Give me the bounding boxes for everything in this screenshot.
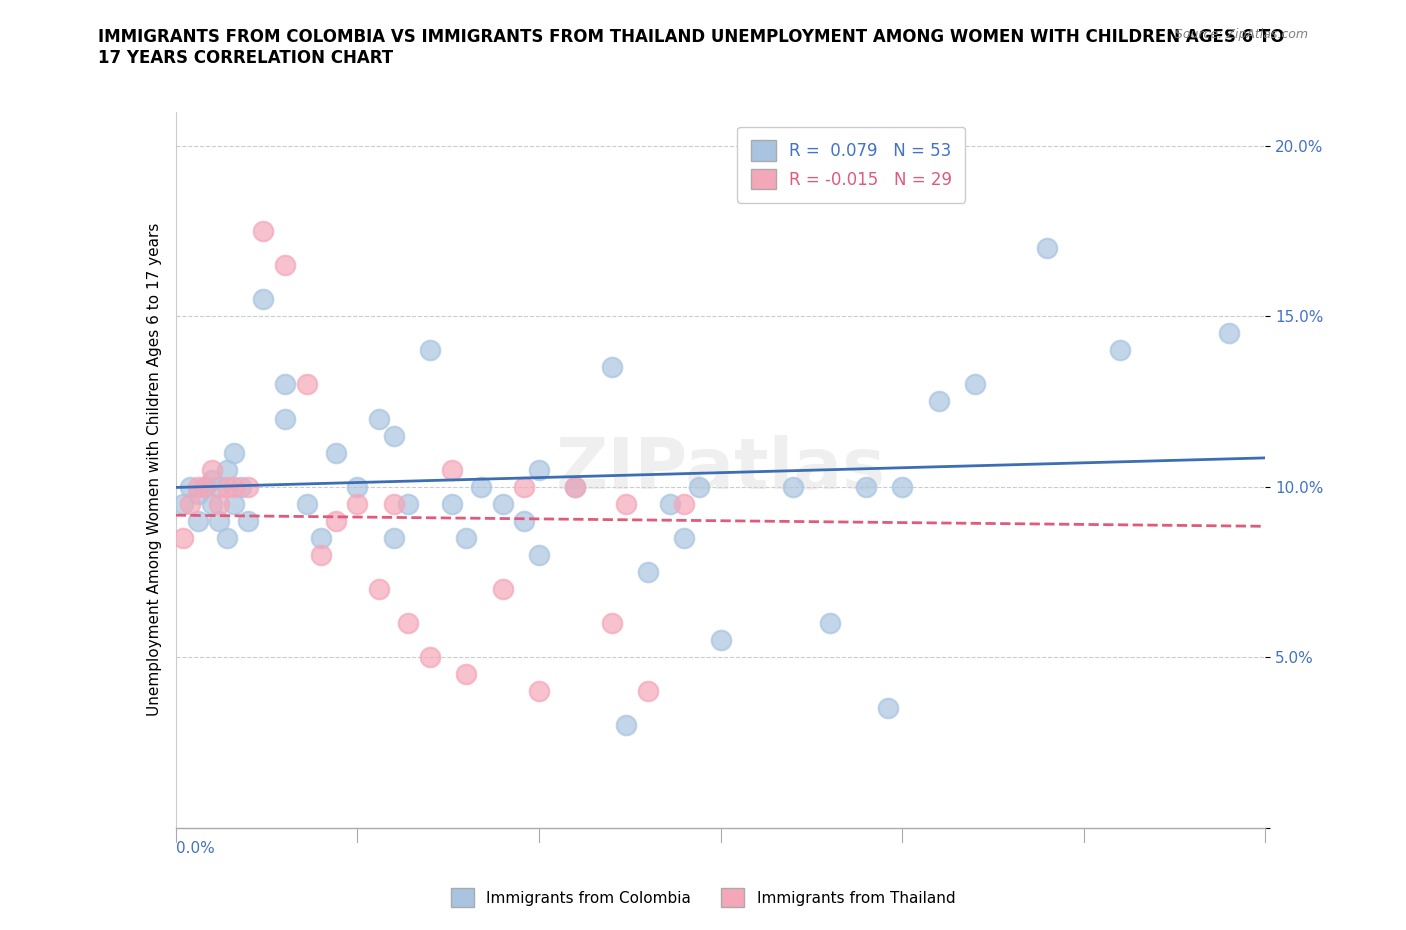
Point <box>274 377 297 392</box>
Point <box>208 513 231 528</box>
Point <box>215 462 238 477</box>
Point <box>325 445 347 460</box>
Point <box>325 513 347 528</box>
Point <box>673 530 696 545</box>
Point <box>396 616 419 631</box>
Point <box>396 497 419 512</box>
Point <box>172 530 194 545</box>
Point <box>231 479 253 494</box>
Y-axis label: Unemployment Among Women with Children Ages 6 to 17 years: Unemployment Among Women with Children A… <box>146 223 162 716</box>
Point <box>710 632 733 647</box>
Point <box>855 479 877 494</box>
Point <box>637 684 659 698</box>
Point <box>215 479 238 494</box>
Point <box>564 479 586 494</box>
Point <box>201 472 224 487</box>
Point <box>440 497 463 512</box>
Point <box>1218 326 1240 340</box>
Point <box>419 343 441 358</box>
Point <box>456 530 478 545</box>
Text: 0.0%: 0.0% <box>176 841 215 856</box>
Point <box>368 411 391 426</box>
Text: Source: ZipAtlas.com: Source: ZipAtlas.com <box>1174 28 1308 41</box>
Text: ZIPatlas: ZIPatlas <box>555 435 886 504</box>
Point <box>222 445 245 460</box>
Point <box>186 479 209 494</box>
Point <box>186 513 209 528</box>
Legend: R =  0.079   N = 53, R = -0.015   N = 29: R = 0.079 N = 53, R = -0.015 N = 29 <box>737 127 966 203</box>
Point <box>252 223 274 238</box>
Point <box>637 565 659 579</box>
Point <box>492 497 515 512</box>
Point <box>1109 343 1132 358</box>
Point <box>309 530 332 545</box>
Point <box>456 667 478 682</box>
Point <box>513 513 536 528</box>
Point <box>346 479 368 494</box>
Point <box>419 650 441 665</box>
Text: IMMIGRANTS FROM COLOMBIA VS IMMIGRANTS FROM THAILAND UNEMPLOYMENT AMONG WOMEN WI: IMMIGRANTS FROM COLOMBIA VS IMMIGRANTS F… <box>98 28 1285 67</box>
Point <box>222 497 245 512</box>
Point <box>928 394 950 409</box>
Point <box>673 497 696 512</box>
Point <box>368 581 391 596</box>
Legend: Immigrants from Colombia, Immigrants from Thailand: Immigrants from Colombia, Immigrants fro… <box>444 883 962 913</box>
Point <box>222 479 245 494</box>
Point <box>179 479 201 494</box>
Point <box>274 258 297 272</box>
Point <box>309 548 332 563</box>
Point <box>295 497 318 512</box>
Point <box>963 377 986 392</box>
Point <box>186 486 209 501</box>
Point <box>527 462 550 477</box>
Point <box>208 497 231 512</box>
Point <box>440 462 463 477</box>
Point <box>782 479 804 494</box>
Point <box>891 479 914 494</box>
Point <box>470 479 492 494</box>
Point <box>208 479 231 494</box>
Point <box>745 172 768 187</box>
Point <box>238 479 260 494</box>
Point <box>1036 241 1059 256</box>
Point <box>600 616 623 631</box>
Point <box>201 462 224 477</box>
Point <box>194 479 217 494</box>
Point <box>527 684 550 698</box>
Point <box>513 479 536 494</box>
Point <box>215 530 238 545</box>
Point <box>876 701 898 716</box>
Point <box>179 497 201 512</box>
Point <box>614 497 637 512</box>
Point <box>201 497 224 512</box>
Point <box>614 718 637 733</box>
Point <box>382 530 405 545</box>
Point <box>346 497 368 512</box>
Point <box>492 581 515 596</box>
Point <box>194 479 217 494</box>
Point <box>252 292 274 307</box>
Point <box>818 616 841 631</box>
Point <box>527 548 550 563</box>
Point <box>172 497 194 512</box>
Point <box>295 377 318 392</box>
Point <box>564 479 586 494</box>
Point <box>658 497 681 512</box>
Point <box>382 428 405 443</box>
Point <box>274 411 297 426</box>
Point <box>688 479 710 494</box>
Point <box>382 497 405 512</box>
Point <box>600 360 623 375</box>
Point <box>238 513 260 528</box>
